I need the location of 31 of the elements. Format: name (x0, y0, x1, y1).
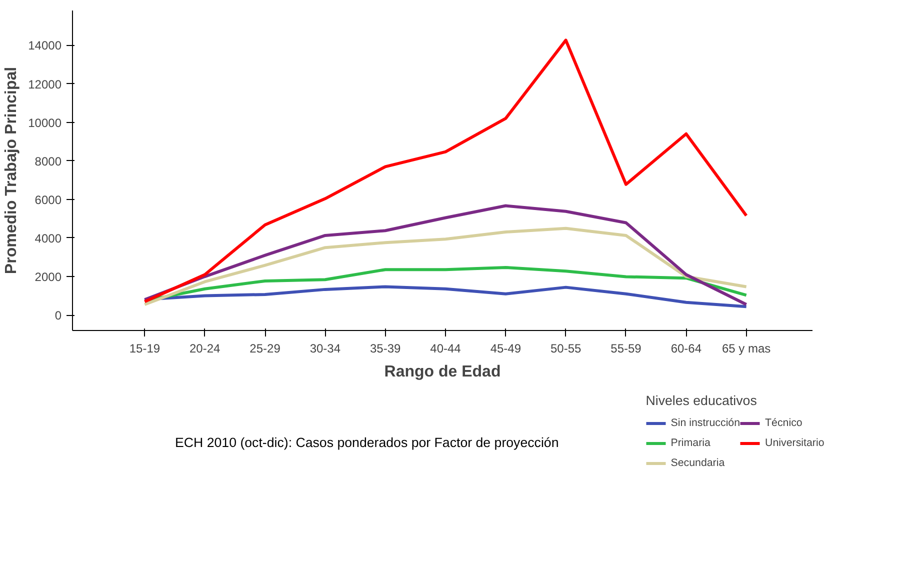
line-series (143, 226, 748, 306)
x-tick-label: 30-34 (310, 342, 341, 356)
x-tick-label: 40-44 (430, 342, 462, 356)
line-series (143, 204, 748, 306)
x-tick-label: 60-64 (670, 342, 702, 356)
y-tick-label: 14000 (28, 38, 62, 53)
y-tick-label: 8000 (34, 154, 62, 168)
y-tick-label: 10000 (28, 116, 62, 130)
x-tick-label: 15-19 (129, 342, 160, 356)
y-axis-title: Promedio Trabajo Principal (3, 66, 20, 274)
y-tick-label: 12000 (28, 77, 62, 92)
x-tick-label: 35-39 (370, 342, 402, 356)
legend-label: Universitario (765, 437, 824, 449)
x-tick-label: 20-24 (190, 342, 221, 356)
y-tick-label: 6000 (34, 192, 62, 207)
text: ECH 2010 (oct-dic): Casos ponderados por Factor de proyección (175, 434, 559, 452)
x-tick-label: 55-59 (610, 342, 642, 356)
x-tick-label: 45-49 (490, 342, 522, 356)
x-tick-label: 50-55 (550, 342, 582, 356)
y-tick-label: 0 (54, 308, 62, 323)
x-axis-title: Rango de Edad (384, 364, 501, 380)
legend-label: Secundaria (670, 457, 725, 469)
y-tick-label: 2000 (34, 270, 62, 284)
y-tick-label: 4000 (34, 231, 62, 246)
legend-title: Niveles educativos (646, 393, 758, 408)
legend-label: Primaria (670, 437, 710, 449)
line-series (143, 38, 748, 304)
legend-label: Sin instrucción (670, 417, 740, 429)
x-tick-label: 25-29 (250, 342, 281, 356)
legend-label: Técnico (765, 417, 802, 429)
x-tick-label: 65 y mas (722, 342, 771, 356)
